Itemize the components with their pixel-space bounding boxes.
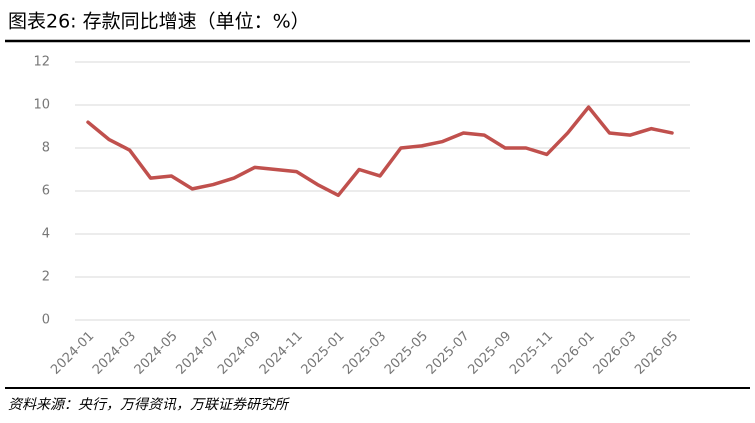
x-tick-label: 2025-01: [299, 329, 348, 378]
y-tick-label: 6: [42, 184, 50, 199]
x-tick-label: 2025-05: [382, 329, 431, 378]
x-tick-label: 2024-03: [90, 329, 139, 378]
y-tick-label: 0: [42, 313, 50, 328]
x-tick-label: 2025-07: [424, 329, 473, 378]
y-tick-label: 2: [42, 270, 50, 285]
x-tick-label: 2024-11: [257, 329, 306, 378]
x-tick-label: 2025-09: [465, 329, 514, 378]
x-tick-label: 2025-11: [507, 329, 556, 378]
y-tick-label: 10: [33, 98, 50, 113]
x-tick-label: 2026-03: [591, 329, 640, 378]
y-tick-label: 8: [42, 141, 50, 156]
y-tick-label: 4: [42, 227, 50, 242]
x-tick-label: 2026-05: [632, 329, 681, 378]
x-tick-label: 2024-07: [173, 329, 222, 378]
x-tick-label: 2024-05: [132, 329, 181, 378]
source: 资料来源：央行，万得资讯，万联证券研究所: [8, 397, 290, 413]
y-tick-label: 12: [33, 55, 50, 70]
x-tick-label: 2025-03: [340, 329, 389, 378]
x-tick-label: 2024-09: [215, 329, 264, 378]
x-tick-label: 2024-01: [48, 329, 97, 378]
x-tick-label: 2026-01: [549, 329, 598, 378]
chart-title: 图表26: 存款同比增速（单位：%）: [8, 11, 310, 33]
series-line: [86, 105, 674, 198]
